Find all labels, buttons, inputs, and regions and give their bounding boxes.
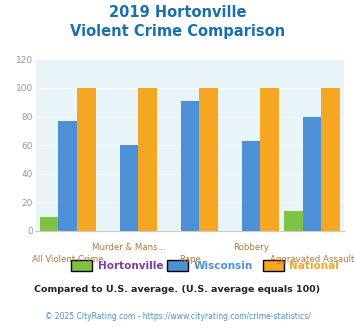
Text: Murder & Mans...: Murder & Mans...	[92, 243, 166, 252]
Bar	[303, 116, 321, 231]
Bar	[40, 217, 59, 231]
Bar	[59, 121, 77, 231]
Bar	[242, 141, 260, 231]
Text: Violent Crime Comparison: Violent Crime Comparison	[70, 24, 285, 39]
Text: Hortonville: Hortonville	[98, 261, 163, 271]
Text: National: National	[289, 261, 339, 271]
Text: Wisconsin: Wisconsin	[193, 261, 253, 271]
Bar	[321, 88, 340, 231]
Text: Robbery: Robbery	[233, 243, 269, 252]
Text: All Violent Crime: All Violent Crime	[32, 255, 104, 264]
Bar	[260, 88, 279, 231]
Bar	[77, 88, 96, 231]
Bar	[120, 145, 138, 231]
Bar	[284, 211, 303, 231]
Text: 2019 Hortonville: 2019 Hortonville	[109, 5, 246, 20]
Bar	[199, 88, 218, 231]
Bar	[138, 88, 157, 231]
Bar	[181, 101, 199, 231]
Text: Compared to U.S. average. (U.S. average equals 100): Compared to U.S. average. (U.S. average …	[34, 285, 321, 294]
Text: Aggravated Assault: Aggravated Assault	[270, 255, 354, 264]
Text: Rape: Rape	[179, 255, 201, 264]
Text: © 2025 CityRating.com - https://www.cityrating.com/crime-statistics/: © 2025 CityRating.com - https://www.city…	[45, 312, 310, 321]
